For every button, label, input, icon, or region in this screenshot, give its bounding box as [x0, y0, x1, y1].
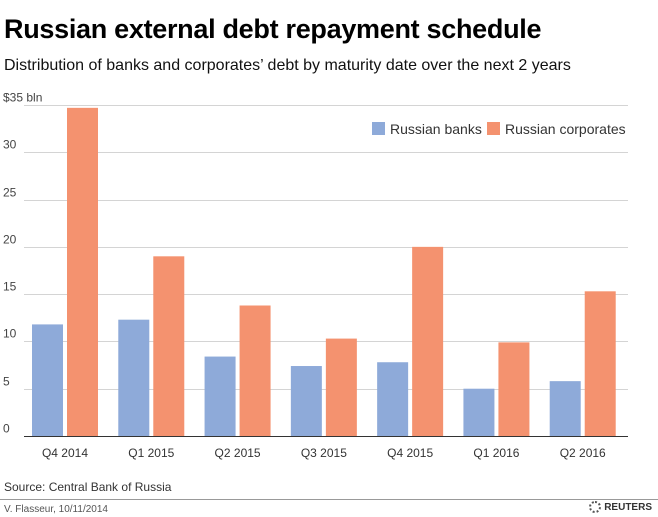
reuters-logo: REUTERS — [589, 501, 652, 513]
y-tick-label: 10 — [3, 327, 17, 341]
bar-corporates — [153, 256, 185, 436]
bar-corporates — [498, 342, 530, 436]
bar-corporates — [239, 305, 271, 436]
bar-banks — [204, 356, 236, 436]
bar-banks — [118, 319, 150, 436]
bar-banks — [463, 388, 495, 436]
legend-label: Russian corporates — [505, 121, 626, 137]
source-note: Source: Central Bank of Russia — [4, 480, 172, 494]
y-tick-label: 20 — [3, 233, 17, 247]
bar-corporates — [67, 107, 98, 436]
bar-banks — [549, 381, 581, 436]
credit-line: V. Flasseur, 10/11/2014 — [4, 504, 108, 515]
x-tick-label: Q4 2015 — [387, 446, 433, 460]
x-tick-label: Q1 2015 — [128, 446, 174, 460]
legend-label: Russian banks — [390, 121, 482, 137]
x-tick-label: Q2 2016 — [560, 446, 606, 460]
chart-title: Russian external debt repayment schedule — [4, 14, 542, 44]
y-tick-label: 0 — [3, 422, 10, 436]
legend-swatch — [372, 122, 385, 135]
legend-swatch — [487, 122, 500, 135]
footer-divider — [0, 499, 658, 500]
reuters-wordmark: REUTERS — [604, 501, 652, 513]
bar-banks — [290, 366, 322, 436]
bar-banks — [32, 324, 63, 436]
x-tick-label: Q1 2016 — [473, 446, 519, 460]
chart-subtitle: Distribution of banks and corporates’ de… — [4, 57, 571, 74]
bar-corporates — [584, 291, 616, 436]
y-tick-label: 30 — [3, 138, 17, 152]
bar-corporates — [412, 246, 444, 436]
bar-chart: 0 5 10 15 20 25 30 $35 bln Q4 2014 Q1 2015 Q2 2015… — [3, 91, 628, 460]
x-tick-label: Q3 2015 — [301, 446, 347, 460]
y-tick-label: 25 — [3, 186, 17, 200]
bar-banks — [377, 362, 409, 436]
x-tick-label: Q2 2015 — [215, 446, 261, 460]
reuters-logo-icon — [589, 501, 602, 513]
y-tick-label: $35 bln — [3, 91, 42, 105]
y-tick-label: 15 — [3, 280, 17, 294]
y-tick-label: 5 — [3, 375, 10, 389]
bar-corporates — [325, 338, 357, 436]
x-tick-label: Q4 2014 — [42, 446, 88, 460]
